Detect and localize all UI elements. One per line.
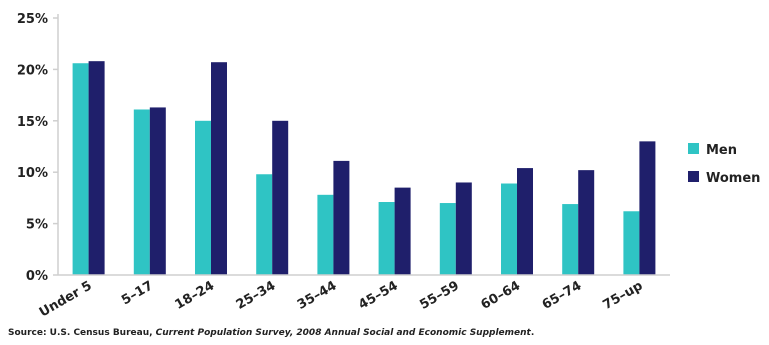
legend-label-men: Men (706, 143, 737, 158)
y-tick-label: 5% (26, 218, 48, 233)
bar-women (149, 107, 166, 275)
bar-women (333, 160, 350, 275)
y-tick-label: 20% (17, 63, 48, 78)
bar-men (195, 120, 211, 275)
bar-men (317, 194, 334, 275)
legend-swatch-men (688, 143, 699, 154)
x-tick-label: 18–24 (173, 278, 217, 312)
bar-chart: 0% 5% 10% 15% 20% 25% Under 5 5–17 18–24 25–34 35… (17, 12, 761, 320)
x-tick-label: 75–up (601, 278, 646, 313)
y-tick-label: 15% (17, 115, 48, 130)
bar-women (517, 168, 533, 275)
bar-men (256, 174, 273, 275)
bar-women (88, 61, 105, 276)
x-tick-label: Under 5 (37, 278, 95, 320)
legend-label-women: Women (706, 171, 760, 186)
bar-men (439, 203, 456, 275)
x-tick-label: 35–44 (295, 278, 339, 312)
legend: Men Women (688, 143, 760, 186)
y-tick-label: 25% (17, 12, 48, 27)
x-tick-label: 55–59 (417, 278, 461, 312)
x-tick-label: 25–34 (234, 278, 278, 312)
source-title: Current Population Survey, 2008 Annual S… (155, 328, 531, 338)
bar-men (378, 202, 395, 275)
bar-men (623, 211, 640, 275)
bar-women (455, 182, 472, 275)
bar-women (578, 170, 595, 275)
bar-men (72, 63, 89, 276)
x-tick-label: 60–64 (479, 278, 523, 312)
y-axis: 0% 5% 10% 15% 20% 25% (17, 12, 59, 284)
source-note: Source: U.S. Census Bureau, Current Popu… (8, 328, 768, 338)
bar-men (133, 109, 150, 275)
bar-women (394, 187, 411, 275)
y-tick-label: 0% (26, 269, 48, 284)
bar-women (272, 120, 289, 275)
source-prefix: Source: U.S. Census Bureau, (8, 328, 156, 338)
source-suffix: . (530, 328, 535, 338)
bars (72, 61, 656, 276)
y-tick-label: 10% (17, 166, 48, 181)
bar-men (501, 183, 517, 275)
legend-swatch-women (688, 171, 699, 182)
x-axis: Under 5 5–17 18–24 25–34 35–44 45–54 55–59 60–6… (37, 274, 670, 320)
bar-men (562, 204, 579, 275)
bar-women (639, 141, 656, 275)
bar-women (211, 62, 227, 276)
x-tick-label: 65–74 (540, 278, 584, 312)
x-tick-label: 45–54 (356, 278, 400, 312)
x-tick-label: 5–17 (119, 278, 156, 308)
